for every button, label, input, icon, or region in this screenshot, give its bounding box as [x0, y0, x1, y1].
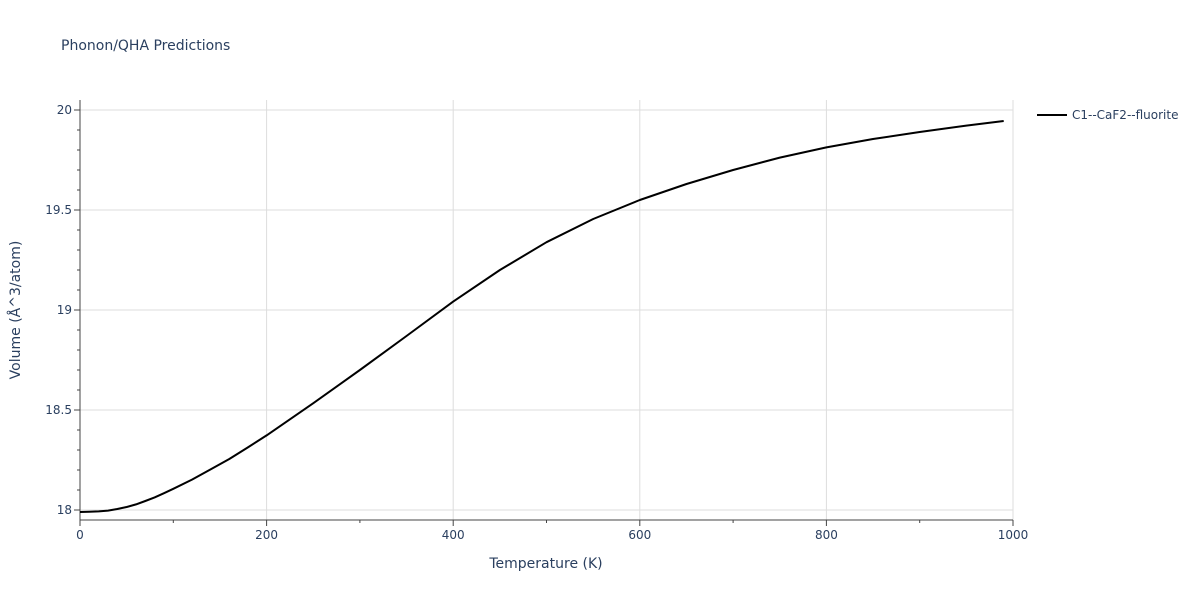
data-point: [116, 508, 118, 510]
data-point: [172, 488, 174, 490]
data-point: [732, 169, 734, 171]
x-tick-label: 800: [815, 528, 838, 542]
data-point: [1003, 120, 1005, 122]
chart-title: Phonon/QHA Predictions: [61, 38, 230, 54]
data-point: [88, 511, 90, 513]
x-tick-label: 200: [255, 528, 278, 542]
data-point: [191, 479, 193, 481]
data-point: [406, 335, 408, 337]
data-point: [919, 131, 921, 133]
data-point: [499, 269, 501, 271]
y-tick-label: 18: [57, 503, 72, 517]
data-point: [135, 503, 137, 505]
x-tick-label: 600: [628, 528, 651, 542]
data-point: [639, 199, 641, 201]
y-axis-title: Volume (Å^3/atom): [7, 241, 24, 380]
y-tick-label: 19.5: [45, 203, 72, 217]
data-point: [144, 500, 146, 502]
data-point: [266, 434, 268, 436]
y-axis-ticks: 18 18.5 19 19.5 20: [45, 103, 80, 517]
data-point: [779, 157, 781, 159]
data-point: [592, 218, 594, 220]
x-tick-label: 400: [442, 528, 465, 542]
x-tick-label: 0: [76, 528, 84, 542]
data-point: [228, 458, 230, 460]
y-tick-label: 20: [57, 103, 72, 117]
data-point: [872, 138, 874, 140]
data-point: [98, 510, 100, 512]
data-point: [965, 125, 967, 127]
data-point: [825, 146, 827, 148]
legend[interactable]: C1--CaF2--fluorite: [1037, 108, 1178, 122]
data-point: [126, 506, 128, 508]
data-point: [685, 183, 687, 185]
y-tick-label: 18.5: [45, 403, 72, 417]
data-point: [210, 468, 212, 470]
x-axis-ticks: 0 200 400 600 800 1000: [76, 520, 1028, 542]
series-line: [79, 120, 1004, 513]
data-point: [154, 496, 156, 498]
data-point: [359, 369, 361, 371]
plot-area: [79, 120, 1005, 513]
data-point: [79, 511, 81, 513]
data-point: [312, 402, 314, 404]
data-point: [452, 301, 454, 303]
y-gridlines: [80, 109, 1013, 511]
data-point: [163, 492, 165, 494]
data-point: [546, 241, 548, 243]
x-axis-title: Temperature (K): [488, 556, 602, 572]
data-point: [107, 510, 109, 512]
legend-item-label: C1--CaF2--fluorite: [1072, 108, 1178, 122]
x-tick-label: 1000: [998, 528, 1029, 542]
data-point: [247, 446, 249, 448]
y-tick-label: 19: [57, 303, 72, 317]
